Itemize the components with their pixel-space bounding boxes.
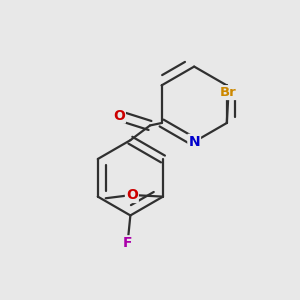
Text: O: O [113,109,125,123]
Text: F: F [123,236,133,250]
Text: O: O [126,188,138,202]
Text: N: N [188,135,200,149]
Text: Br: Br [220,86,237,99]
